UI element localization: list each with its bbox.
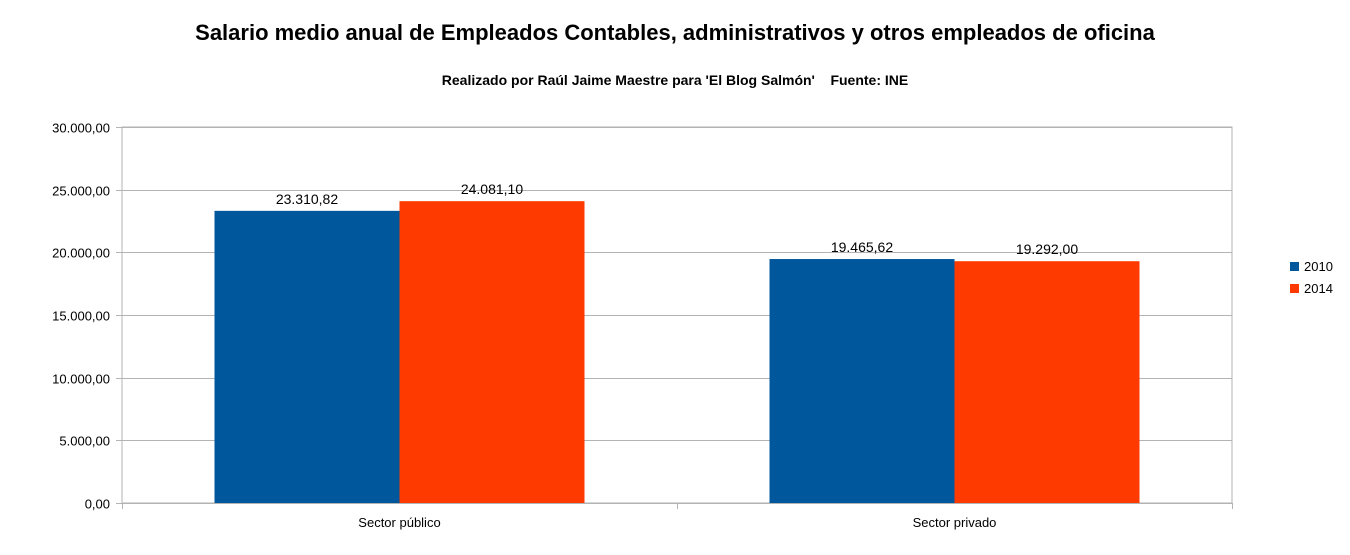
x-axis: Sector público Sector privado [122,503,1233,530]
legend-label-2010: 2010 [1304,259,1333,274]
bar-2014-1 [954,261,1140,503]
legend-label-2014: 2014 [1304,281,1333,296]
y-tick-label: 25.000,00 [52,184,110,199]
y-tick-label: 20.000,00 [52,246,110,261]
bar-2014-0 [399,201,585,504]
y-tick-label: 5.000,00 [59,434,110,449]
data-label: 24.081,10 [461,181,523,197]
data-label: 23.310,82 [276,191,338,207]
bar-2010-1 [769,259,955,503]
x-tick-label: Sector privado [913,515,997,530]
legend-swatch-2014 [1290,284,1299,293]
legend-swatch-2010 [1290,262,1299,271]
y-tick-label: 10.000,00 [52,372,110,387]
y-axis: 0,00 5.000,00 10.000,00 15.000,00 20.000,00 2… [52,121,122,512]
y-tick-label: 30.000,00 [52,121,110,136]
y-tick-label: 0,00 [85,497,110,512]
chart-title: Salario medio anual de Empleados Contabl… [195,20,1155,45]
chart-subtitle: Realizado por Raúl Jaime Maestre para 'E… [441,72,909,88]
data-label: 19.465,62 [831,239,893,255]
data-labels: 23.310,82 24.081,10 19.465,62 19.292,00 [276,181,1078,257]
x-tick-label: Sector público [358,515,440,530]
data-label: 19.292,00 [1016,241,1078,257]
bars [214,201,1140,504]
bar-2010-0 [214,210,400,504]
legend: 2010 2014 [1290,259,1333,296]
y-tick-label: 15.000,00 [52,309,110,324]
